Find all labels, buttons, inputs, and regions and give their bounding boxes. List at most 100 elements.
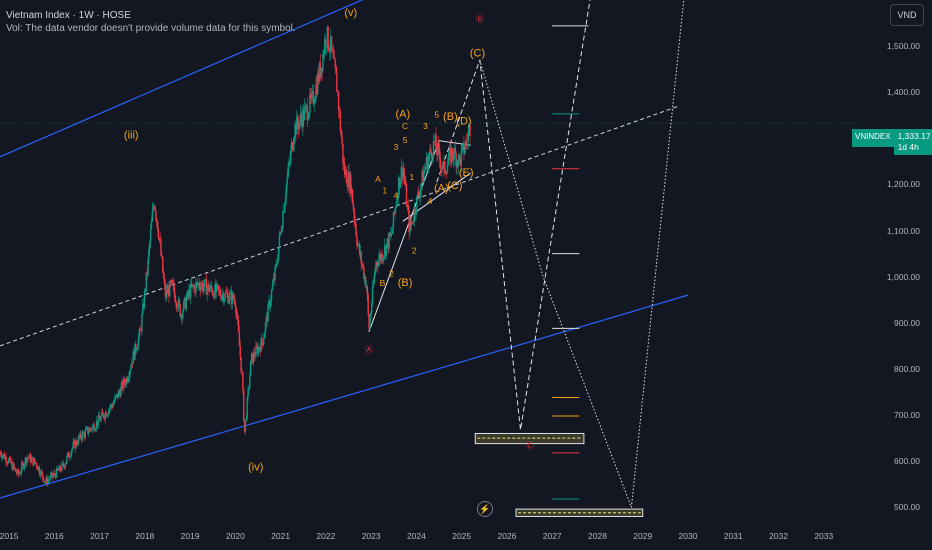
candle-body	[237, 319, 240, 332]
candle-body	[281, 227, 283, 233]
candle-body	[102, 413, 105, 418]
candle-body	[161, 255, 163, 257]
candle-body	[22, 463, 25, 469]
candle-body	[0, 452, 2, 456]
candle-body	[261, 337, 263, 343]
candle-body	[73, 440, 75, 443]
y-tick-label: 1,100.00	[886, 225, 920, 236]
candle-body	[275, 264, 277, 267]
candle-body	[327, 26, 329, 49]
candle-body	[258, 347, 261, 349]
candle-body	[411, 221, 413, 226]
candle-body	[24, 458, 26, 465]
candle-body	[419, 189, 422, 198]
candle-body	[128, 371, 131, 378]
candle-body	[326, 26, 328, 47]
candle-body	[129, 368, 132, 372]
candle-body	[203, 279, 206, 287]
candle-body	[349, 174, 351, 191]
candle-body	[115, 393, 118, 396]
candle-body	[139, 329, 141, 331]
candle-body	[36, 466, 39, 470]
currency-button[interactable]: VND	[890, 4, 924, 26]
candle-body	[457, 160, 459, 167]
candle-body	[362, 265, 364, 268]
candle-body	[452, 155, 455, 160]
candle-body	[370, 303, 373, 313]
candle-body	[15, 471, 18, 474]
candle-body	[205, 279, 207, 295]
candle-body	[276, 264, 278, 265]
candle-body	[166, 289, 168, 295]
candle-body	[310, 93, 313, 99]
candle-body	[243, 389, 245, 422]
candle-body	[418, 195, 421, 198]
wave-label: 5	[403, 135, 408, 145]
candle-body	[111, 405, 113, 408]
candle-body	[119, 392, 121, 397]
candle-body	[248, 387, 250, 389]
candle-body	[44, 481, 46, 483]
candle-body	[214, 284, 216, 299]
candle-body	[387, 238, 389, 249]
candle-body	[118, 391, 120, 393]
candle-body	[190, 283, 193, 287]
candle-body	[135, 343, 137, 352]
candle-body	[240, 356, 242, 372]
candle-body	[377, 264, 379, 267]
candle-body	[381, 253, 383, 262]
candle-body	[335, 67, 337, 74]
wave-label: 3	[394, 142, 399, 152]
candle-body	[278, 234, 281, 248]
wave-label: B	[380, 278, 386, 288]
candle-body	[227, 293, 229, 304]
candle-body	[241, 371, 243, 373]
candle-body	[114, 396, 116, 402]
projection-path-b	[479, 0, 685, 508]
candle-body	[95, 420, 98, 429]
candle-body	[96, 420, 99, 426]
candle-body	[354, 219, 356, 225]
symbol-title[interactable]: Vietnam Index · 1W · HOSE	[6, 10, 131, 21]
candle-body	[455, 153, 457, 168]
candle-body	[347, 172, 349, 187]
candle-body	[121, 381, 123, 387]
candle-body	[202, 286, 205, 291]
candle-body	[439, 159, 442, 169]
candle-body	[386, 238, 389, 244]
candle-body	[407, 205, 409, 211]
candle-body	[302, 109, 304, 128]
candle-body	[425, 156, 428, 167]
candle-body	[458, 154, 461, 158]
candle-body	[422, 170, 424, 183]
lightning-icon[interactable]: ⚡	[477, 501, 493, 517]
candle-body	[430, 148, 432, 153]
candle-body	[374, 268, 376, 275]
candle-body	[57, 470, 60, 471]
candle-body	[456, 160, 458, 168]
candle-body	[11, 461, 13, 470]
candle-body	[342, 143, 344, 163]
candle-body	[75, 440, 77, 449]
y-tick-label: 1,000.00	[886, 271, 920, 282]
wave-label: C	[402, 121, 408, 131]
candle-body	[204, 279, 207, 280]
candle-body	[188, 289, 190, 296]
candle-body	[18, 473, 20, 475]
candle-body	[329, 50, 331, 52]
candle-body	[469, 125, 471, 136]
candle-body	[358, 243, 361, 255]
candle-body	[171, 279, 174, 283]
candle-body	[361, 263, 363, 266]
candle-body	[164, 283, 167, 298]
x-tick-label: 2019	[180, 531, 200, 541]
candle-body	[155, 210, 157, 219]
y-tick-label: 600.00	[894, 456, 920, 467]
candle-body	[384, 245, 387, 256]
wave-label: Ⓑ	[476, 14, 485, 24]
candle-body	[81, 438, 83, 440]
candle-body	[65, 461, 67, 465]
wave-label: (B)	[398, 277, 413, 289]
candle-body	[40, 470, 42, 476]
